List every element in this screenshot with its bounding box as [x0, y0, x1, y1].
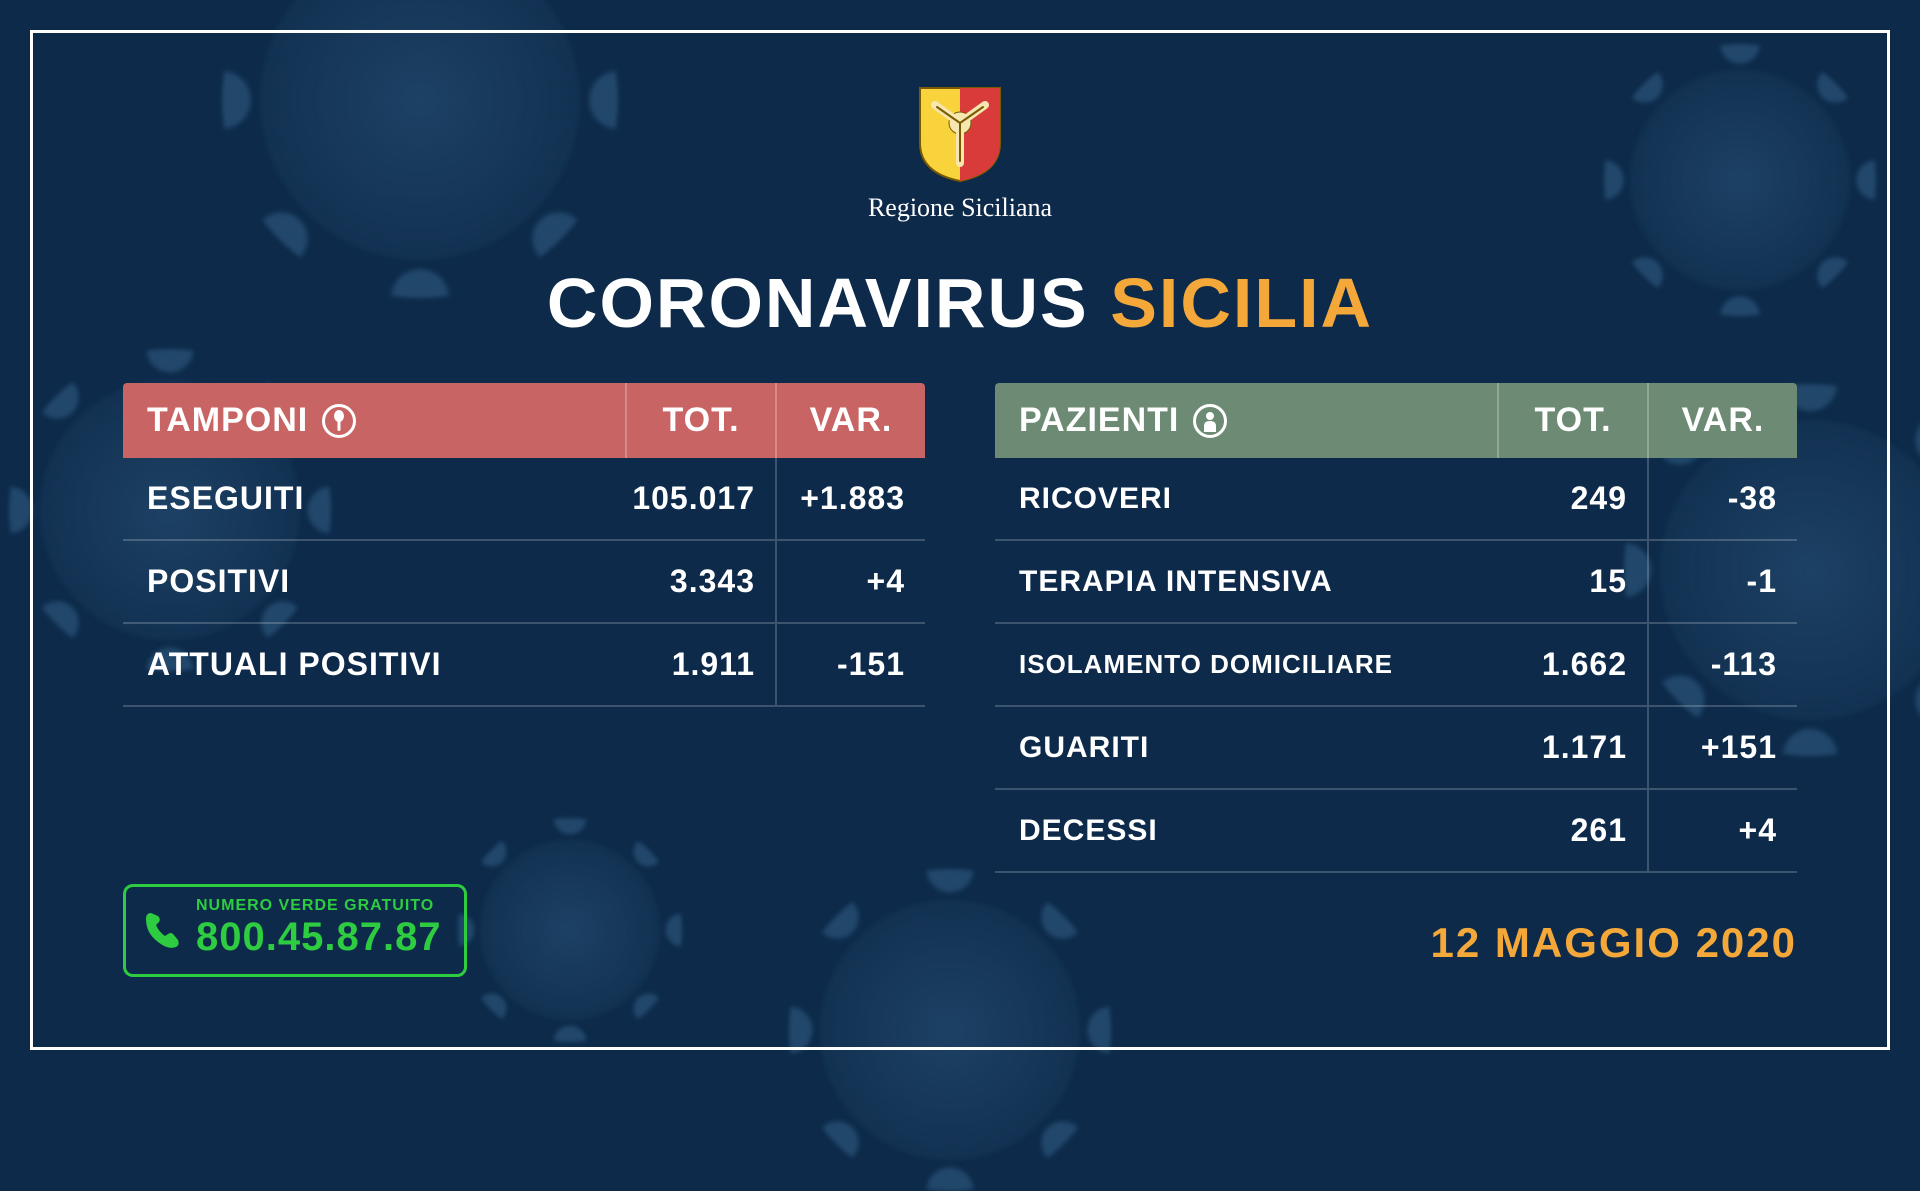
pazienti-header: PAZIENTI TOT. VAR.: [995, 383, 1797, 458]
row-variation: +4: [775, 541, 925, 622]
table-row: ESEGUITI 105.017 +1.883: [123, 458, 925, 541]
table-row: POSITIVI 3.343 +4: [123, 541, 925, 624]
table-row: RICOVERI 249 -38: [995, 458, 1797, 541]
row-label: DECESSI: [995, 792, 1497, 870]
row-total: 15: [1497, 541, 1647, 622]
col-var-header: VAR.: [775, 383, 925, 458]
row-label: TERAPIA INTENSIVA: [995, 543, 1497, 621]
row-variation: +4: [1647, 790, 1797, 871]
table-row: GUARITI 1.171 +151: [995, 707, 1797, 790]
table-row: TERAPIA INTENSIVA 15 -1: [995, 541, 1797, 624]
row-variation: +151: [1647, 707, 1797, 788]
row-total: 3.343: [625, 541, 775, 622]
title-word-2: SICILIA: [1110, 264, 1373, 342]
row-label: POSITIVI: [123, 541, 625, 622]
table-row: ISOLAMENTO DOMICILIARE 1.662 -113: [995, 624, 1797, 707]
row-label: GUARITI: [995, 709, 1497, 787]
row-total: 261: [1497, 790, 1647, 871]
page-title: CORONAVIRUS SICILIA: [33, 263, 1887, 343]
row-variation: -1: [1647, 541, 1797, 622]
outer-frame: Regione Siciliana CORONAVIRUS SICILIA TA…: [30, 30, 1890, 1050]
region-label: Regione Siciliana: [33, 193, 1887, 223]
col-tot-header: TOT.: [1497, 383, 1647, 458]
col-tot-header: TOT.: [625, 383, 775, 458]
swab-icon: [322, 404, 356, 438]
phone-box: NUMERO VERDE GRATUITO 800.45.87.87: [123, 884, 467, 977]
row-total: 1.911: [625, 624, 775, 705]
pazienti-title: PAZIENTI: [1019, 401, 1179, 440]
report-date: 12 MAGGIO 2020: [1431, 919, 1797, 967]
row-variation: +1.883: [775, 458, 925, 539]
tamponi-title: TAMPONI: [147, 401, 308, 440]
table-row: ATTUALI POSITIVI 1.911 -151: [123, 624, 925, 707]
row-variation: -38: [1647, 458, 1797, 539]
row-total: 1.171: [1497, 707, 1647, 788]
header: Regione Siciliana: [33, 83, 1887, 223]
tables-container: TAMPONI TOT. VAR. ESEGUITI 105.017 +1.88…: [33, 343, 1887, 873]
row-total: 249: [1497, 458, 1647, 539]
patient-icon: [1193, 404, 1227, 438]
phone-icon: [140, 909, 184, 953]
table-row: DECESSI 261 +4: [995, 790, 1797, 873]
phone-caption: NUMERO VERDE GRATUITO: [196, 897, 442, 915]
row-label: ISOLAMENTO DOMICILIARE: [995, 627, 1497, 702]
col-var-header: VAR.: [1647, 383, 1797, 458]
title-word-1: CORONAVIRUS: [547, 264, 1089, 342]
phone-number: 800.45.87.87: [196, 915, 442, 960]
row-label: ESEGUITI: [123, 458, 625, 539]
tamponi-table: TAMPONI TOT. VAR. ESEGUITI 105.017 +1.88…: [123, 383, 925, 873]
tamponi-header: TAMPONI TOT. VAR.: [123, 383, 925, 458]
row-label: RICOVERI: [995, 460, 1497, 538]
row-variation: -113: [1647, 624, 1797, 705]
row-variation: -151: [775, 624, 925, 705]
row-total: 105.017: [625, 458, 775, 539]
region-crest-icon: [915, 83, 1005, 183]
row-label: ATTUALI POSITIVI: [123, 624, 625, 705]
row-total: 1.662: [1497, 624, 1647, 705]
pazienti-table: PAZIENTI TOT. VAR. RICOVERI 249 -38 TERA…: [995, 383, 1797, 873]
